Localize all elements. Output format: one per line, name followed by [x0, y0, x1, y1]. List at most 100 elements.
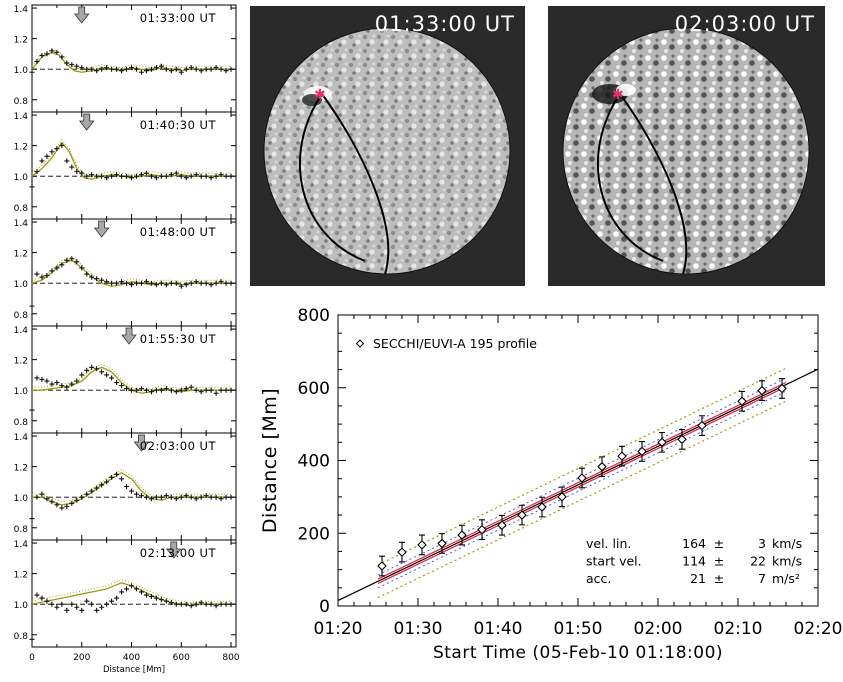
data-point-diamond: [757, 385, 767, 396]
data-point: [158, 63, 164, 69]
data-point: [99, 369, 105, 375]
data-point: [133, 586, 139, 592]
data-point: [104, 65, 110, 71]
y-tick-label: 400: [298, 452, 330, 472]
data-point: [168, 280, 174, 286]
profile-panel: 1.4 1.2 1.0 0.8 02:03:00 UT: [14, 432, 237, 541]
data-point: [198, 173, 204, 179]
y-tick-label: 0.8: [14, 632, 29, 642]
data-point: [208, 282, 214, 288]
data-point: [153, 595, 159, 601]
data-point: [119, 476, 125, 482]
data-point: [89, 364, 95, 370]
data-point: [124, 386, 130, 392]
data-point: [79, 65, 85, 71]
annotation-label: start vel.: [586, 554, 642, 569]
data-point: [228, 494, 234, 500]
data-point: [158, 280, 164, 286]
data-point: [158, 387, 164, 393]
data-point: [178, 69, 184, 75]
data-point-diamond: [697, 420, 707, 431]
data-point: [89, 172, 95, 178]
profile-panel: 1.4 1.2 1.0 0.8 01:33:00 UT: [14, 4, 237, 113]
x-tick-label: 01:40: [474, 619, 523, 639]
data-point: [213, 173, 219, 179]
data-point: [193, 66, 199, 72]
data-point: [143, 279, 149, 285]
data-point: [218, 387, 224, 393]
data-point: [183, 601, 189, 607]
data-point: [173, 170, 179, 176]
fit-curve-envelope: [31, 579, 232, 604]
data-point: [39, 274, 45, 280]
data-point: [34, 592, 40, 598]
euvi-disk-2: ✱: [562, 27, 810, 275]
panel-frame: [31, 539, 237, 648]
data-point: [138, 386, 144, 392]
data-point: [223, 387, 229, 393]
data-point: [188, 280, 194, 286]
data-point: [188, 65, 194, 71]
data-point: [34, 271, 40, 277]
data-point: [104, 601, 110, 607]
y-axis-label: Distance [Mm]: [259, 388, 281, 533]
data-point: [153, 494, 159, 500]
data-point: [114, 471, 120, 477]
data-point: [173, 496, 179, 502]
data-point: [29, 69, 35, 75]
x-tick-label: 200: [73, 653, 90, 663]
data-point: [74, 63, 80, 69]
data-point: [163, 493, 169, 499]
panel-timestamp: 01:55:30 UT: [140, 332, 217, 346]
data-point: [99, 66, 105, 72]
legend-label: SECCHI/EUVI-A 195 profile: [373, 336, 537, 351]
annotation-pm: ±: [714, 536, 724, 551]
data-point: [129, 387, 135, 393]
data-point: [84, 66, 90, 72]
profile-panel: 1.4 1.2 1.0 0.8 01:55:30 UT: [14, 325, 237, 434]
y-tick-label: 1.0: [14, 280, 29, 290]
data-point: [188, 494, 194, 500]
data-point: [89, 66, 95, 72]
data-point: [178, 283, 184, 289]
y-tick-label: 0.8: [14, 418, 29, 428]
profile-panel: 1.4 1.2 1.0 0.8 02:13:00 UT 0 200 400 600 800 Dist…: [14, 539, 240, 675]
annotation-pm: ±: [714, 571, 724, 586]
data-point: [99, 482, 105, 488]
data-point: [39, 377, 45, 382]
data-point: [183, 66, 189, 72]
y-tick-label: 0.8: [14, 97, 29, 107]
data-point: [89, 274, 95, 280]
panel-timestamp: 02:13:00 UT: [140, 546, 217, 560]
data-point: [153, 65, 159, 71]
data-point: [158, 597, 164, 603]
confidence-band-outer: [377, 367, 787, 566]
data-point: [69, 62, 75, 68]
data-point-diamond: [537, 502, 547, 512]
data-point: [44, 378, 50, 384]
data-point: [29, 636, 35, 642]
data-point: [99, 604, 105, 610]
error-bar: [399, 541, 405, 563]
data-point: [94, 366, 100, 372]
panel-timestamp: 01:40:30 UT: [140, 118, 217, 132]
annotation-value: 114: [682, 554, 706, 569]
data-point: [34, 375, 40, 381]
panel-timestamp: 02:03:00 UT: [140, 439, 217, 453]
data-point: [29, 407, 35, 413]
front-arrow-icon: [133, 434, 150, 452]
x-tick-label: 01:30: [394, 619, 443, 639]
data-point: [203, 280, 209, 286]
image-timestamp: 02:03:00 UT: [674, 12, 815, 36]
data-point: [143, 68, 149, 74]
error-bar: [639, 441, 645, 462]
front-arrow-icon: [165, 541, 182, 559]
data-point: [193, 387, 199, 393]
data-point: [74, 604, 80, 610]
data-point: [104, 372, 110, 378]
y-tick-label: 1.0: [14, 173, 29, 183]
fit-curve-envelope: [31, 256, 232, 284]
annotation-value: 164: [682, 536, 706, 551]
data-point: [188, 603, 194, 609]
data-point: [124, 586, 130, 592]
